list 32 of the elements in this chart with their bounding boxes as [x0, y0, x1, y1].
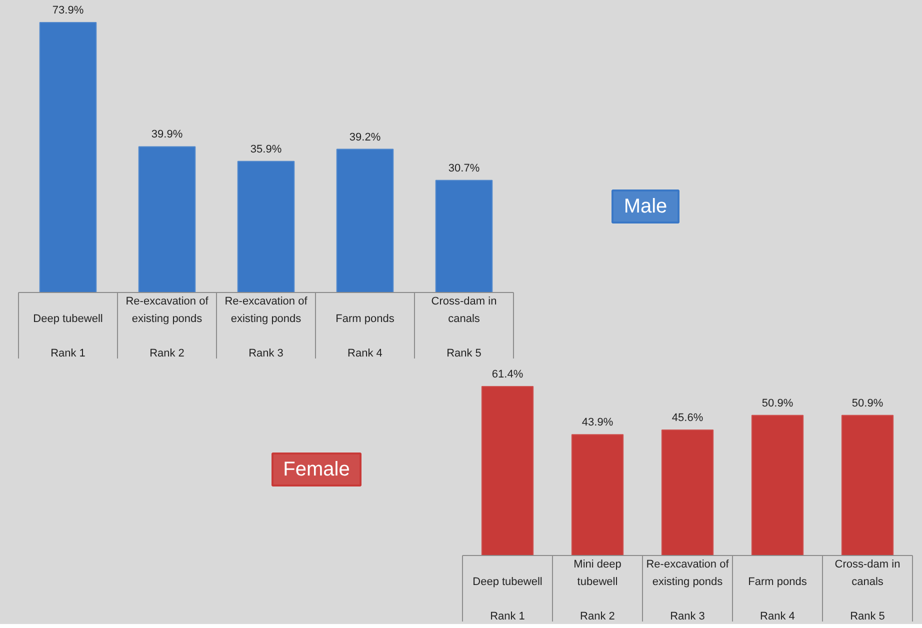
data-label: 73.9%	[52, 4, 84, 16]
bar	[571, 434, 624, 556]
bar	[751, 414, 804, 556]
bar	[39, 22, 97, 293]
category-label: Deep tubewell Rank 1	[472, 576, 542, 623]
data-label: 45.6%	[672, 412, 704, 424]
data-label: 39.9%	[151, 128, 183, 141]
bar	[336, 148, 394, 293]
data-label: 50.9%	[762, 397, 794, 410]
text: Male	[624, 196, 668, 218]
category-label: Re-excavation of existing ponds Rank 3	[646, 558, 729, 623]
data-label: 35.9%	[250, 143, 282, 156]
category-label: Deep tubewell Rank 1	[33, 312, 103, 360]
category-label: Cross-dam in canals Rank 5	[431, 296, 497, 360]
text: Female	[283, 458, 350, 480]
category-label: Mini deep tubewell Rank 2	[574, 558, 622, 623]
data-label: 50.9%	[852, 397, 884, 410]
bar	[435, 180, 493, 293]
bar	[661, 429, 714, 556]
category-label: Farm ponds Rank 4	[336, 312, 394, 360]
data-label: 39.2%	[349, 131, 381, 144]
data-label: 43.9%	[582, 416, 614, 429]
bar	[138, 146, 196, 293]
bar	[841, 414, 894, 556]
category-label: Cross-dam in canals Rank 5	[834, 558, 900, 623]
data-label: 30.7%	[448, 162, 480, 174]
data-label: 61.4%	[492, 368, 524, 380]
bar	[237, 160, 295, 293]
category-label: Re-excavation of existing ponds Rank 2	[126, 296, 208, 360]
category-label: Farm ponds Rank 4	[748, 576, 807, 623]
bar	[481, 386, 534, 556]
category-label: Re-excavation of existing ponds Rank 3	[224, 296, 308, 360]
